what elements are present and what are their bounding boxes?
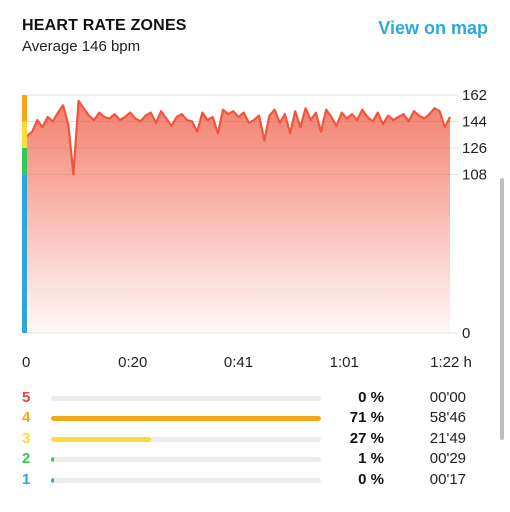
- zone-percent: 1 %: [358, 450, 384, 467]
- y-tick-label: 126: [462, 140, 487, 157]
- zone-bar-fill: [51, 437, 151, 442]
- zone-percent: 71 %: [349, 409, 384, 426]
- zone-number: 4: [22, 409, 31, 426]
- zone-row: 2 1 % 00'29: [0, 449, 510, 469]
- zone-row: 1 0 % 00'17: [0, 470, 510, 490]
- x-tick-label: 1:01: [330, 354, 359, 371]
- zone-time: 00'17: [429, 471, 466, 488]
- zone-number: 1: [22, 471, 31, 488]
- y-tick-label: 0: [462, 325, 470, 342]
- y-tick-label: 108: [462, 166, 487, 183]
- zone-bar-track: [51, 457, 321, 462]
- zone-bar-fill: [51, 416, 321, 421]
- zone-row: 3 27 % 21'49: [0, 429, 510, 449]
- zone-band-1: [22, 174, 27, 333]
- zone-bar-fill: [51, 457, 54, 462]
- y-tick-label: 144: [462, 113, 487, 130]
- zone-percent: 0 %: [358, 389, 384, 406]
- y-tick-label: 162: [462, 87, 487, 104]
- zone-row: 4 71 % 58'46: [0, 408, 510, 428]
- zone-bar-fill: [51, 478, 54, 483]
- x-tick-label: 1:22 h: [430, 354, 472, 371]
- x-tick-label: 0: [22, 354, 30, 371]
- zone-bar-track: [51, 416, 321, 421]
- hr-line: [26, 99, 451, 176]
- heart-rate-chart: 0 108 126 144 162 0 0:20 0:41 1:01 1:22 h: [22, 87, 487, 371]
- zone-band-2: [22, 147, 27, 175]
- zone-time: 00'00: [429, 389, 466, 406]
- hr-area: [27, 100, 450, 334]
- view-on-map-link[interactable]: View on map: [378, 18, 488, 38]
- zone-bar-track: [51, 478, 321, 483]
- zone-bar-track: [51, 396, 321, 401]
- zone-band-3: [22, 121, 27, 148]
- zone-row: 5 0 % 00'00: [0, 388, 510, 408]
- zone-number: 2: [22, 450, 31, 467]
- x-tick-label: 0:41: [224, 354, 253, 371]
- zone-time: 00'29: [429, 450, 466, 467]
- x-tick-label: 0:20: [118, 354, 147, 371]
- zone-time: 58'46: [429, 409, 466, 426]
- scrollbar[interactable]: [500, 178, 504, 440]
- page-title: HEART RATE ZONES: [22, 17, 187, 34]
- zone-band-4: [22, 95, 27, 122]
- zone-number: 3: [22, 430, 31, 447]
- zone-number: 5: [22, 389, 31, 406]
- average-bpm: Average 146 bpm: [22, 38, 141, 55]
- zone-bar-track: [51, 437, 321, 442]
- zone-time: 21'49: [429, 430, 466, 447]
- zone-percent: 27 %: [349, 430, 384, 447]
- zone-percent: 0 %: [358, 471, 384, 488]
